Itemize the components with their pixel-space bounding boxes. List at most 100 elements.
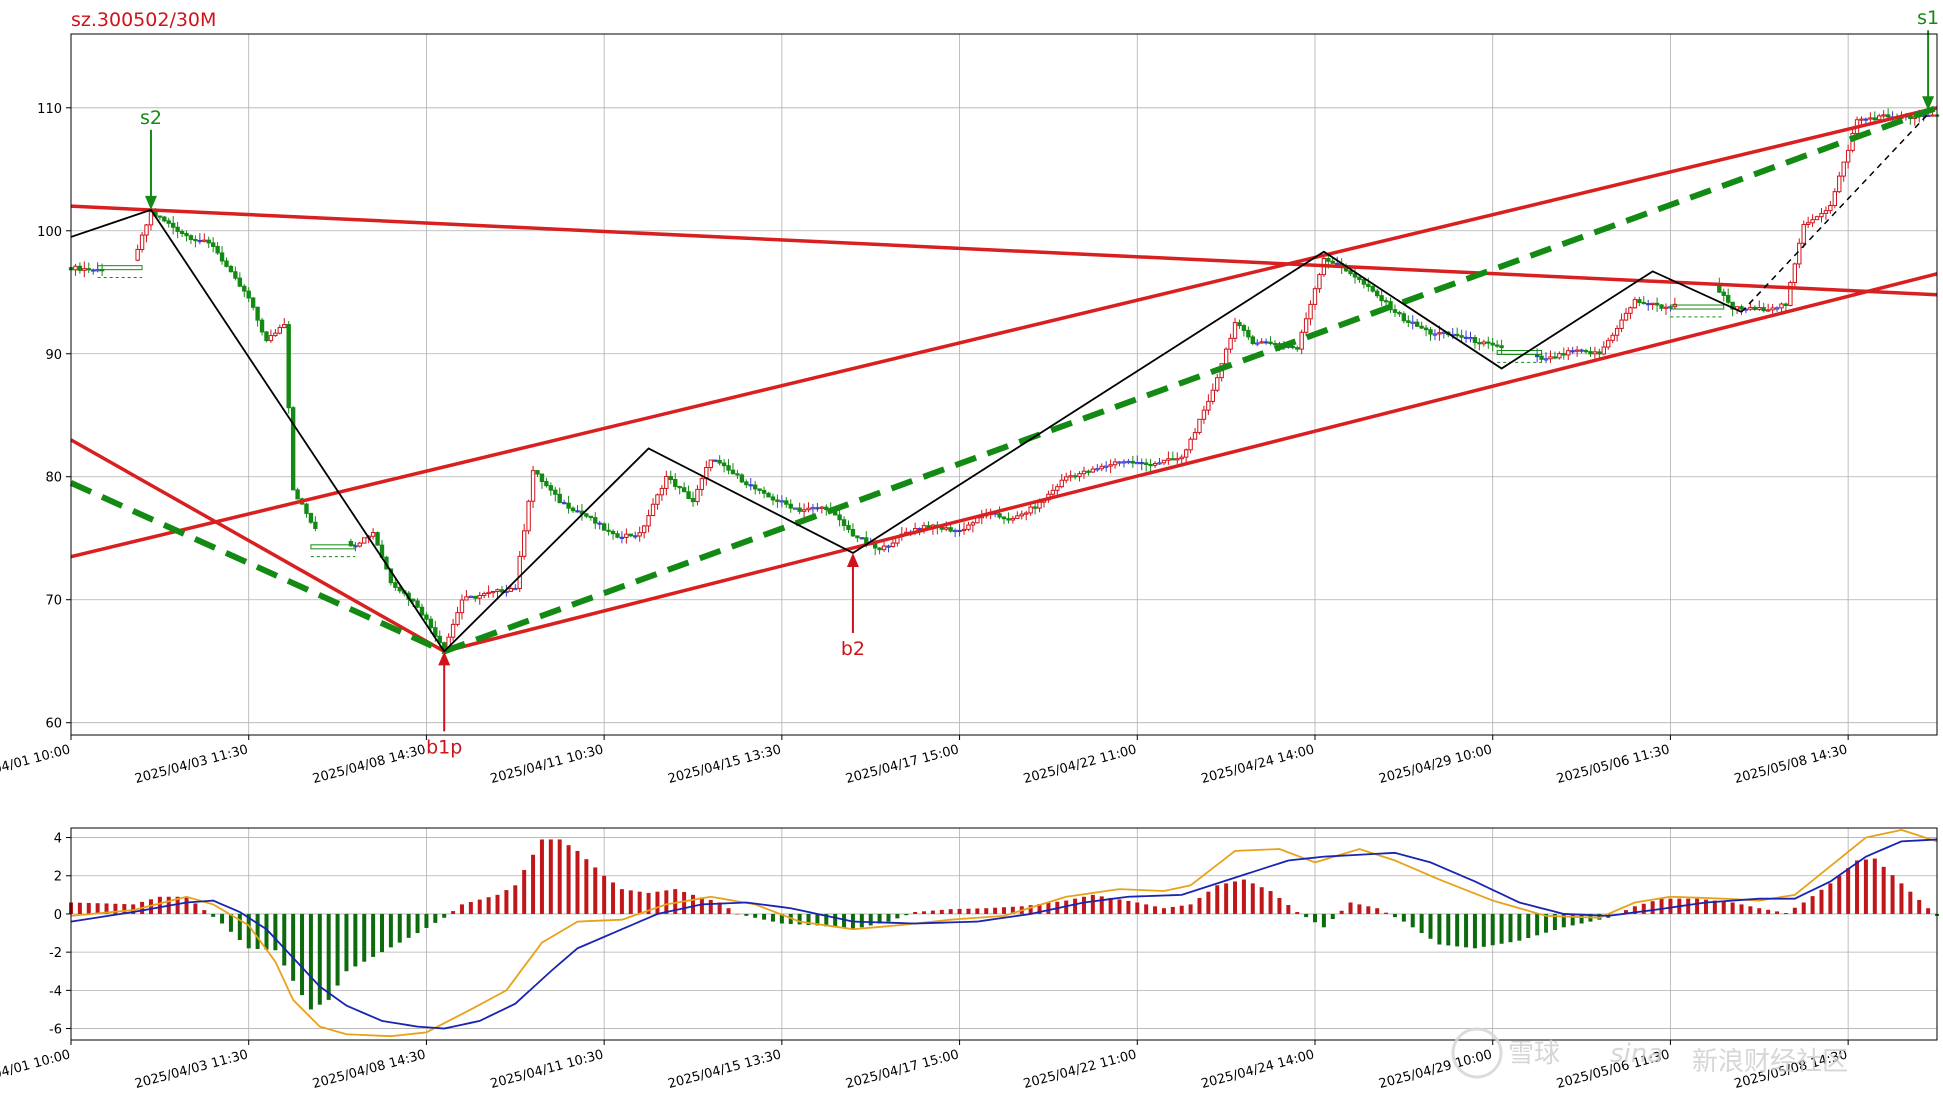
macd-bar: [335, 913, 340, 986]
macd-y-tick-label: -2: [49, 946, 62, 961]
candle-body: [1872, 117, 1877, 121]
candle-body: [637, 532, 642, 537]
macd-bar: [1170, 906, 1175, 914]
macd-bar: [744, 913, 749, 916]
macd-bar: [468, 902, 473, 914]
candle-body: [1534, 354, 1540, 358]
macd-bar: [637, 891, 642, 914]
watermark: 雪球 sina 新浪财经社区: [1451, 1027, 1848, 1079]
candle-body: [495, 589, 500, 592]
candle-body: [1788, 282, 1793, 306]
candle-body: [561, 502, 567, 505]
macd-bar: [1766, 909, 1771, 914]
macd-bar: [1552, 913, 1557, 930]
macd-bar: [175, 896, 180, 914]
candle-body: [246, 290, 251, 299]
candle-body: [1739, 306, 1744, 310]
candle-body: [553, 489, 558, 495]
signal-label-b1p: b1p: [426, 736, 462, 758]
candle-body: [726, 465, 731, 471]
candle-body: [370, 532, 376, 537]
macd-bar: [184, 896, 189, 914]
candle-body: [1112, 461, 1118, 466]
y-tick-label: 90: [45, 348, 62, 363]
candle-body: [792, 507, 798, 510]
macd-bar: [691, 894, 695, 914]
watermark-right: 新浪财经社区: [1692, 1047, 1848, 1077]
candle-body: [668, 475, 673, 480]
candle-body: [655, 494, 660, 505]
candle-body: [250, 297, 256, 308]
macd-bar: [548, 839, 553, 914]
macd-bar: [495, 894, 500, 914]
candle-body: [1099, 465, 1104, 470]
macd-bar: [1250, 883, 1255, 914]
macd-bar: [1659, 898, 1664, 914]
candle-body: [477, 594, 482, 599]
candle-body: [1130, 460, 1136, 464]
signal-arrow-head: [846, 552, 859, 567]
macd-bar: [1268, 891, 1273, 914]
candle-body: [1628, 307, 1633, 314]
macd-bar: [1330, 913, 1335, 920]
candle-body: [1783, 303, 1789, 306]
candle-body: [997, 513, 1002, 518]
candle-body: [1268, 341, 1273, 345]
macd-bar: [1695, 898, 1700, 914]
macd-bar: [1099, 896, 1104, 914]
candle-body: [735, 473, 740, 476]
candle-body: [1126, 460, 1131, 464]
candle-body: [1410, 321, 1415, 324]
candle-body: [86, 268, 91, 271]
macd-bar: [397, 913, 402, 943]
candle-body: [1552, 356, 1558, 359]
candle-body: [1597, 351, 1602, 355]
macd-bar: [779, 913, 784, 924]
macd-bar: [886, 913, 891, 922]
macd-bar: [220, 913, 225, 924]
macd-bar: [1241, 879, 1246, 914]
candle-body: [1548, 356, 1553, 360]
candle-body: [1295, 347, 1300, 350]
candle-body: [428, 618, 434, 629]
chart-title: sz.300502/30M: [71, 9, 216, 31]
macd-bar: [539, 839, 544, 914]
macd-bar: [1641, 903, 1646, 914]
macd-bar: [1828, 883, 1833, 914]
macd-dea-line: [70, 838, 1938, 1030]
candle-body: [242, 285, 247, 292]
macd-bar: [1544, 913, 1549, 933]
main-trend-lines: [69, 104, 1939, 655]
candle-body: [1024, 512, 1029, 515]
y-tick-label: 110: [37, 102, 62, 117]
candle-body: [468, 595, 474, 599]
macd-bar: [1455, 913, 1460, 947]
macd-bar: [922, 911, 927, 914]
candle-body: [850, 528, 856, 537]
candle-body: [1557, 353, 1562, 359]
candle-body: [1614, 327, 1620, 336]
candle-body: [1654, 302, 1660, 306]
candle-body: [686, 491, 691, 500]
macd-bar: [762, 913, 767, 920]
macd-bar: [682, 891, 687, 914]
candle-body: [1646, 303, 1651, 306]
macd-bar: [566, 845, 571, 914]
candle-body: [1623, 312, 1629, 321]
candle-body: [1868, 117, 1873, 120]
candle-body: [659, 487, 665, 496]
candle-body: [1175, 458, 1180, 461]
candle-body: [1459, 335, 1464, 338]
candle-body: [1037, 501, 1042, 509]
macd-bar: [1108, 897, 1113, 914]
macd-bar: [1632, 906, 1637, 914]
candle-body: [708, 459, 713, 468]
candle-body: [1757, 307, 1762, 310]
macd-bar: [557, 839, 562, 914]
candle-body: [237, 277, 243, 287]
candle-body: [1108, 464, 1113, 467]
candle-body: [730, 469, 736, 475]
candle-body: [664, 475, 669, 489]
signal-label-s1: s1: [1917, 7, 1939, 29]
